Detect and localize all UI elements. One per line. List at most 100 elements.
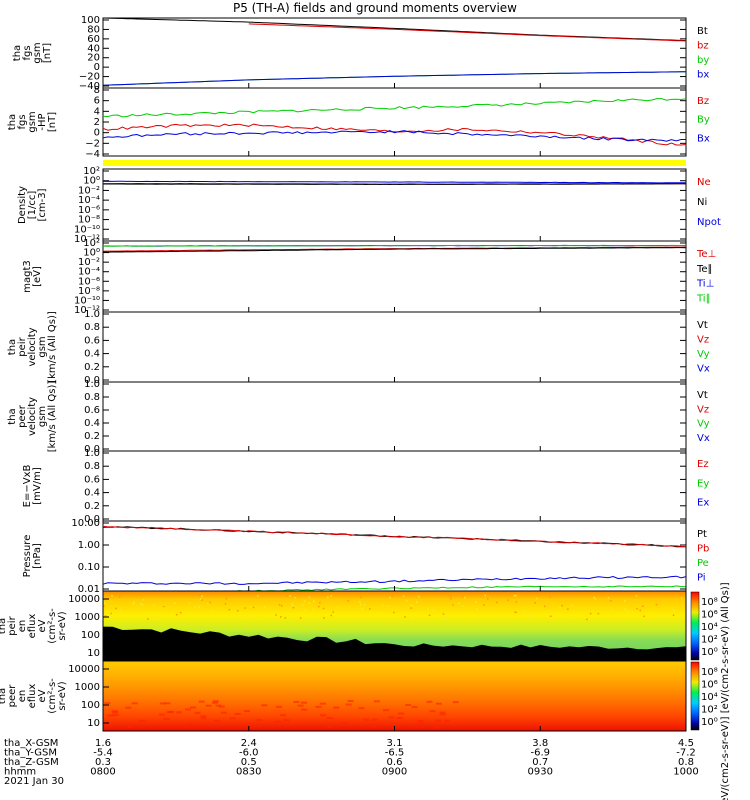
- heatmap-cell: [201, 599, 203, 601]
- colorbar-unit-label: [eV/(cm2-s-sr-eV)] [eV/(cm2-s-sr-eV) (Al…: [720, 582, 731, 800]
- heatmap-cell: [110, 612, 112, 615]
- heatmap-cell: [332, 611, 334, 613]
- heatmap-cell: [507, 599, 509, 601]
- y-tick-label: 8: [94, 85, 100, 96]
- heatmap-cell: [238, 612, 240, 614]
- heatmap-cell: [330, 595, 332, 597]
- heatmap-cell: [200, 717, 207, 720]
- legend-label-Bt: Bt: [697, 26, 708, 37]
- heatmap-cell: [439, 711, 446, 714]
- heatmap-cell: [515, 601, 518, 603]
- legend-label-Pi: Pi: [697, 573, 706, 584]
- heatmap-cell: [244, 607, 246, 609]
- heatmap-cell: [369, 608, 371, 610]
- heatmap-cell: [442, 613, 445, 615]
- footer-value: 0.8: [678, 757, 694, 768]
- y-axis-label-line: [nPa]: [32, 543, 43, 569]
- heatmap-cell: [434, 726, 441, 729]
- heatmap-cell: [567, 608, 569, 610]
- y-tick-label: 10⁻¹⁰: [74, 295, 100, 306]
- heatmap-cell: [142, 599, 145, 601]
- heatmap-cell: [487, 598, 489, 600]
- heatmap-cell: [559, 606, 561, 609]
- y-axis-label-line: gsm: [32, 42, 43, 63]
- y-tick-label: 0.8: [84, 461, 100, 472]
- heatmap-cell: [185, 708, 192, 711]
- y-tick-label: −4: [85, 149, 100, 160]
- heatmap-cell: [301, 701, 307, 704]
- heatmap-cell: [430, 725, 437, 727]
- heatmap-cell: [543, 605, 546, 608]
- legend-label-Te∥: Te∥: [696, 264, 713, 275]
- heatmap-cell: [623, 600, 626, 602]
- chart-title: P5 (TH-A) fields and ground moments over…: [233, 1, 517, 15]
- legend-label-Vz: Vz: [697, 335, 709, 346]
- heatmap-cell: [617, 612, 619, 614]
- colorbar-tick-label: 10⁸: [701, 597, 718, 608]
- heatmap-cell: [284, 617, 287, 619]
- y-tick-label: 0.0: [84, 514, 100, 525]
- y-tick-label: 10⁻⁸: [78, 286, 100, 297]
- heatmap-cell: [330, 614, 332, 617]
- heatmap-cell: [369, 725, 376, 728]
- heatmap-cell: [673, 609, 675, 612]
- y-tick-label: 2: [94, 117, 100, 128]
- legend-label-Vy: Vy: [697, 419, 710, 430]
- heatmap-cell: [402, 595, 405, 597]
- colorbar: [690, 661, 700, 731]
- heatmap-cell: [291, 603, 294, 605]
- y-axis-label-line: gsm: [37, 336, 48, 357]
- heatmap-cell: [258, 617, 260, 620]
- colorbar-tick-label: 10²: [701, 635, 718, 646]
- y-tick-label: 0.8: [84, 392, 100, 403]
- heatmap-cell: [393, 611, 395, 614]
- heatmap-cell: [319, 714, 326, 717]
- heatmap-cell: [427, 608, 429, 610]
- y-axis-label-line: [eV]: [32, 266, 43, 287]
- y-axis-label-line: fgs: [22, 45, 33, 60]
- y-tick-label: 0.10: [78, 562, 100, 573]
- heatmap-cell: [611, 608, 614, 611]
- heatmap-cell: [515, 594, 517, 597]
- series-line-bz: [248, 23, 687, 42]
- y-tick-label: 10⁻⁶: [78, 205, 100, 216]
- heatmap-cell: [155, 618, 157, 621]
- heatmap-cell: [126, 726, 133, 728]
- series-line-Npot: [102, 180, 686, 184]
- y-axis-label-line: [1/cc]: [27, 191, 38, 220]
- y-tick-label: 10000: [68, 664, 100, 675]
- series-line-Pi: [102, 575, 687, 585]
- panel-frame: [102, 381, 687, 452]
- heatmap-cell: [164, 702, 171, 705]
- heatmap-cell: [104, 602, 106, 604]
- heatmap-cell: [396, 717, 403, 719]
- heatmap-cell: [147, 618, 149, 620]
- heatmap-cell: [418, 595, 420, 598]
- heatmap-cell: [322, 607, 325, 610]
- heatmap-cell: [326, 613, 329, 616]
- heatmap-cell: [410, 617, 413, 620]
- heatmap-cell: [505, 615, 508, 618]
- heatmap-cell: [458, 602, 460, 605]
- y-axis-label-line: [cm-3]: [37, 188, 48, 221]
- heatmap-cell: [261, 704, 268, 707]
- footer-value: 0830: [236, 767, 261, 778]
- heatmap-cell: [416, 601, 418, 603]
- heatmap-cell: [624, 608, 626, 610]
- y-tick-label: 10⁻²: [78, 257, 100, 268]
- footer-value: 0.3: [95, 757, 111, 768]
- y-tick-label: 10⁻¹⁰: [74, 224, 100, 235]
- footer-value: 0.6: [387, 757, 403, 768]
- legend-label-Bz: Bz: [697, 96, 709, 107]
- heatmap-cell: [194, 711, 201, 714]
- y-axis-label-line: [km/s (All Qs)]: [47, 381, 58, 453]
- legend-label-Vt: Vt: [697, 390, 708, 401]
- y-axis-label-line: gsm: [37, 406, 48, 427]
- heatmap-cell: [373, 724, 380, 727]
- legend-label-bz: bz: [697, 41, 709, 52]
- colorbar-tick-label: 10⁶: [701, 610, 718, 621]
- heatmap-cell: [243, 617, 245, 620]
- heatmap-cell: [666, 616, 669, 618]
- y-axis-label-line: peir: [7, 615, 18, 635]
- heatmap-cell: [278, 604, 281, 606]
